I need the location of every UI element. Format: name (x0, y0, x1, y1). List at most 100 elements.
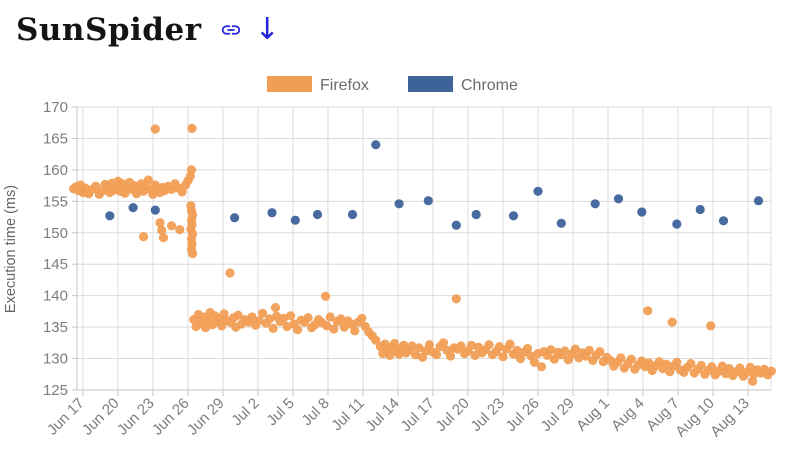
chrome-data-point (347, 209, 358, 220)
firefox-data-point (293, 325, 303, 335)
y-tick-label: 150 (43, 225, 68, 242)
firefox-data-point (536, 362, 547, 372)
page-title: SunSpider (16, 12, 202, 48)
firefox-data-point (748, 376, 758, 386)
y-tick-label: 170 (43, 99, 68, 116)
x-tick-label: Jul 29 (537, 395, 577, 435)
firefox-data-point (322, 321, 332, 331)
firefox-data-point (549, 354, 559, 364)
firefox-data-point (155, 218, 165, 228)
firefox-data-point (158, 233, 169, 243)
firefox-data-point (279, 313, 289, 323)
firefox-data-point (143, 175, 153, 185)
chrome-series (105, 140, 764, 230)
firefox-data-point (200, 323, 211, 333)
chrome-data-point (371, 140, 381, 150)
chrome-data-point (394, 199, 404, 209)
y-tick-label: 145 (43, 256, 68, 273)
x-tick-label: Aug 1 (573, 395, 613, 435)
chrome-data-point (230, 213, 240, 223)
firefox-data-point (724, 364, 734, 374)
link-icon-glyph (221, 25, 240, 35)
y-tick-label: 160 (43, 162, 68, 179)
firefox-data-point (270, 303, 281, 313)
chrome-data-point (150, 205, 160, 215)
down-arrow-icon[interactable]: ↓ (254, 12, 280, 47)
firefox-data-point (451, 294, 461, 304)
title-icons: ↓ (216, 15, 280, 45)
legend-label-firefox: Firefox (320, 77, 369, 94)
firefox-data-point (254, 316, 264, 326)
legend-swatch-firefox (267, 76, 312, 92)
firefox-data-point (385, 350, 395, 360)
x-tick-label: Jul 26 (502, 395, 542, 435)
firefox-data-point (560, 346, 570, 356)
firefox-data-point (466, 340, 477, 350)
firefox-series (69, 123, 777, 386)
firefox-data-point (529, 357, 540, 367)
firefox-data-point (150, 124, 160, 134)
chrome-data-point (556, 218, 566, 228)
firefox-data-point (643, 306, 653, 316)
x-tick-label: Aug 13 (707, 395, 753, 441)
firefox-data-point (456, 341, 466, 351)
firefox-data-point (225, 268, 235, 278)
firefox-data-point (707, 362, 717, 372)
x-tick-label: Jul 5 (263, 395, 297, 429)
firefox-data-point (167, 221, 177, 231)
firefox-data-point (766, 366, 777, 376)
y-tick-label: 140 (43, 288, 68, 305)
firefox-data-point (91, 181, 101, 191)
firefox-data-point (187, 123, 197, 133)
x-tick-label: Jul 8 (298, 395, 332, 429)
firefox-data-point (745, 362, 755, 372)
firefox-data-point (410, 350, 421, 360)
chrome-data-point (423, 196, 433, 206)
firefox-data-point (157, 225, 167, 235)
chrome-data-point (718, 216, 729, 226)
firefox-data-point (512, 345, 522, 355)
x-tick-label: Jun 26 (149, 395, 193, 439)
chrome-data-point (672, 219, 682, 229)
legend-item-firefox[interactable]: Firefox (267, 76, 369, 94)
legend-item-chrome[interactable]: Chrome (408, 76, 518, 94)
y-tick-label: 130 (43, 351, 68, 368)
firefox-data-point (546, 345, 556, 355)
firefox-data-point (706, 321, 716, 331)
firefox-data-point (626, 354, 636, 364)
firefox-data-point (424, 340, 435, 350)
firefox-data-point (735, 363, 745, 373)
firefox-data-point (616, 353, 626, 363)
firefox-data-point (247, 312, 257, 322)
firefox-data-point (522, 343, 533, 354)
chrome-data-point (695, 204, 705, 215)
firefox-data-point (654, 357, 664, 367)
firefox-data-point (233, 310, 243, 320)
x-tick-label: Aug 4 (608, 395, 648, 435)
firefox-data-point (570, 344, 580, 354)
firefox-data-point (265, 314, 275, 324)
y-tick-label: 155 (43, 193, 68, 210)
firefox-data-point (470, 350, 480, 360)
firefox-data-point (696, 360, 706, 371)
y-tick-label: 125 (43, 382, 68, 399)
chrome-data-point (508, 211, 519, 221)
chrome-data-point (590, 199, 600, 209)
firefox-data-point (219, 309, 229, 319)
link-icon[interactable] (216, 19, 246, 41)
firefox-data-point (303, 313, 313, 323)
firefox-data-point (186, 165, 197, 175)
firefox-data-point (268, 323, 278, 333)
firefox-data-point (505, 339, 515, 349)
firefox-data-point (282, 321, 292, 332)
firefox-data-point (346, 319, 356, 329)
firefox-data-point (445, 351, 456, 361)
x-tick-label: Jun 17 (44, 395, 88, 439)
firefox-data-point (286, 311, 296, 321)
firefox-data-point (595, 347, 605, 357)
firefox-data-point (350, 326, 360, 336)
chrome-data-point (637, 207, 647, 217)
firefox-data-point (325, 312, 335, 322)
firefox-data-point (371, 335, 381, 345)
